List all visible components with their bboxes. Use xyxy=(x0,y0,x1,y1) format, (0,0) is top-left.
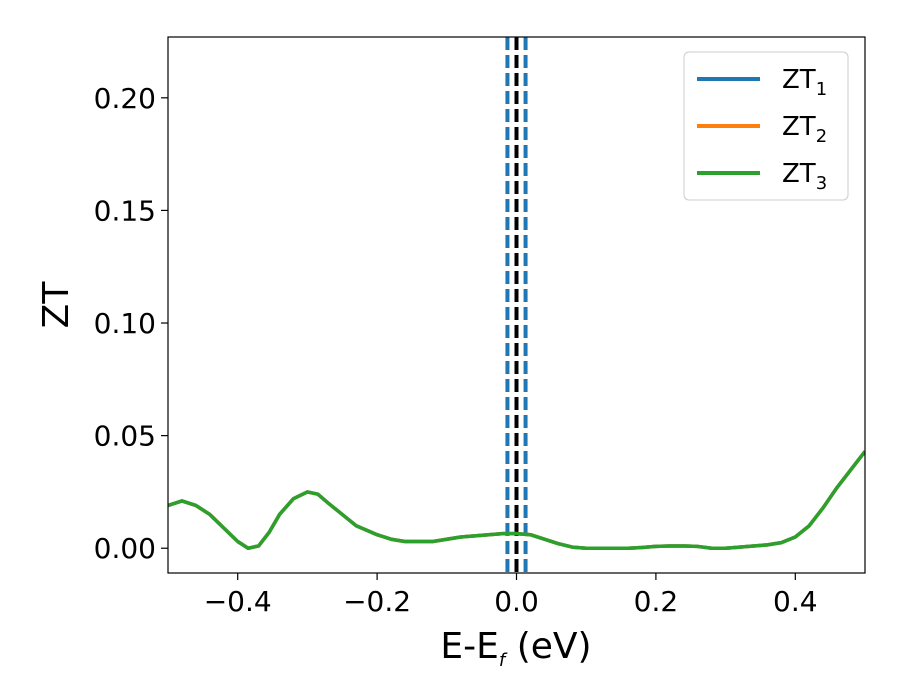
legend-label-2: ZT2 xyxy=(782,112,827,147)
legend-entries: ZT1 ZT2 ZT3 xyxy=(697,65,827,194)
x-tick-label: −0.4 xyxy=(204,585,272,618)
legend-label-1: ZT1 xyxy=(782,65,827,100)
x-tick-label: 0.0 xyxy=(494,585,539,618)
legend-label-3: ZT3 xyxy=(782,159,827,194)
x-axis-label: E-Ef (eV) xyxy=(440,626,591,671)
x-tick-label: 0.2 xyxy=(634,585,679,618)
y-tick-label: 0.15 xyxy=(94,194,156,227)
y-axis-ticks: 0.00 0.05 0.10 0.15 0.20 xyxy=(94,82,168,565)
y-axis-label: ZT xyxy=(36,281,77,329)
series-layer xyxy=(168,450,865,550)
x-axis-label-suffix: (eV) xyxy=(505,626,591,667)
legend: ZT1 ZT2 ZT3 xyxy=(683,51,849,201)
legend-box xyxy=(683,51,849,201)
x-tick-label: 0.4 xyxy=(773,585,818,618)
y-tick-label: 0.05 xyxy=(94,420,156,453)
x-axis-label-sub: f xyxy=(499,650,508,671)
x-tick-label: −0.2 xyxy=(343,585,411,618)
series-line-3 xyxy=(168,450,865,550)
y-tick-label: 0.10 xyxy=(94,307,156,340)
x-axis-ticks: −0.4 −0.2 0.0 0.2 0.4 xyxy=(204,573,818,618)
y-tick-label: 0.20 xyxy=(94,82,156,115)
y-tick-label: 0.00 xyxy=(94,532,156,565)
x-axis-label-main: E-E xyxy=(440,626,498,667)
